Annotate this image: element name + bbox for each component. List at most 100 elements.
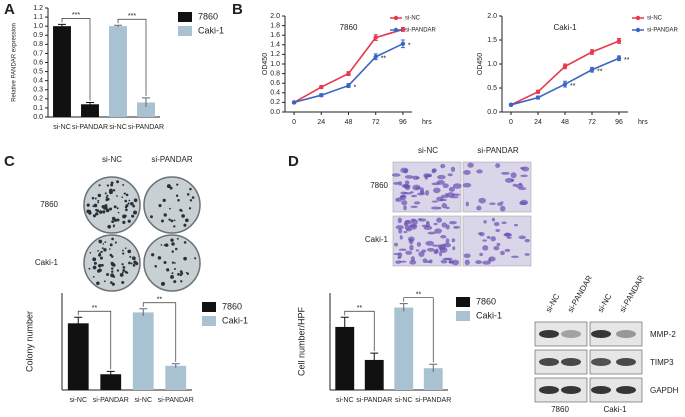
cell bbox=[393, 181, 400, 185]
colony-dot bbox=[191, 196, 195, 199]
cell bbox=[432, 244, 440, 247]
y-tick-label: 0.6 bbox=[33, 59, 43, 66]
cell bbox=[504, 232, 511, 237]
marker bbox=[508, 102, 514, 108]
bar bbox=[100, 374, 122, 390]
cell bbox=[407, 236, 415, 242]
significance-label: ** bbox=[570, 83, 576, 90]
y-tick-label: 1.1 bbox=[33, 14, 43, 21]
bar bbox=[132, 312, 154, 390]
colony-dot bbox=[110, 181, 114, 185]
x-tick-label: si-NC bbox=[395, 397, 413, 404]
colony-dot bbox=[183, 256, 187, 261]
marker bbox=[562, 64, 568, 69]
y-tick-label: 1.8 bbox=[270, 22, 280, 29]
colony-dot bbox=[116, 207, 119, 210]
colony-dot bbox=[116, 180, 120, 184]
cell bbox=[501, 221, 507, 225]
cell bbox=[452, 183, 462, 189]
cell bbox=[489, 202, 496, 206]
y-tick-label: 0.0 bbox=[270, 109, 280, 116]
cell bbox=[495, 228, 500, 233]
cell bbox=[425, 222, 430, 228]
cell bbox=[436, 196, 444, 202]
significance-label: *** bbox=[128, 13, 136, 20]
cell bbox=[416, 241, 421, 247]
cell bbox=[441, 203, 448, 209]
colony-dot bbox=[109, 188, 113, 193]
colony-dot bbox=[135, 262, 139, 266]
colony-dot bbox=[92, 265, 97, 270]
error-bar bbox=[74, 316, 83, 330]
marker bbox=[373, 54, 378, 59]
colony-dot bbox=[112, 189, 116, 192]
cell bbox=[431, 168, 437, 174]
colony-dot bbox=[186, 272, 190, 275]
cell bbox=[463, 170, 471, 176]
column-label: si-NC bbox=[544, 292, 562, 314]
colony-dot bbox=[111, 216, 116, 221]
colony-dot bbox=[131, 256, 136, 261]
colony-dot bbox=[174, 247, 178, 251]
cell bbox=[450, 166, 456, 172]
error-bar bbox=[370, 352, 379, 367]
y-tick-label: 0.1 bbox=[33, 105, 43, 112]
colony-dot bbox=[98, 210, 103, 214]
colony-dot bbox=[116, 195, 118, 197]
y-tick-label: 0.5 bbox=[33, 68, 43, 75]
colony-dot bbox=[110, 183, 114, 187]
blot-band bbox=[616, 330, 636, 338]
x-tick-label: 96 bbox=[399, 119, 407, 126]
colony-dot bbox=[170, 275, 174, 279]
colony-dot bbox=[109, 243, 113, 247]
cell bbox=[436, 217, 443, 223]
colony-dot bbox=[177, 273, 180, 276]
cell bbox=[440, 259, 448, 264]
cell bbox=[395, 197, 399, 202]
colony-dot bbox=[116, 269, 120, 272]
colony-dot bbox=[189, 187, 192, 191]
y-axis-label: OD450 bbox=[262, 53, 269, 75]
cell bbox=[500, 250, 505, 256]
colony-dot bbox=[104, 192, 107, 195]
colony-image: si-NC si-PANDAR 7860 Caki-1 bbox=[35, 155, 201, 292]
x-tick-label: 72 bbox=[588, 119, 596, 126]
cell bbox=[401, 200, 408, 206]
cell bbox=[443, 243, 451, 248]
cell bbox=[445, 206, 450, 210]
cell bbox=[447, 173, 453, 177]
row-label: Caki-1 bbox=[35, 258, 59, 267]
colony-dot bbox=[106, 194, 109, 197]
colony-dot bbox=[125, 204, 129, 208]
x-tick-label: 48 bbox=[561, 119, 569, 126]
colony-dot bbox=[128, 199, 131, 202]
bar bbox=[67, 323, 89, 390]
panel-label: C bbox=[4, 153, 15, 170]
colony-dot bbox=[95, 212, 99, 216]
colony-dot bbox=[131, 202, 134, 205]
cell bbox=[482, 260, 491, 265]
colony-dot bbox=[98, 264, 102, 268]
cell bbox=[421, 249, 427, 253]
colony-dot bbox=[173, 225, 176, 228]
row-label: MMP-2 bbox=[650, 330, 676, 339]
colony-dot bbox=[102, 243, 105, 245]
colony-dot bbox=[89, 251, 92, 254]
blot-band bbox=[591, 386, 611, 394]
x-tick-label: 0 bbox=[292, 119, 296, 126]
error-bar bbox=[429, 363, 438, 373]
colony-dot bbox=[194, 257, 197, 260]
y-tick-label: 0.2 bbox=[33, 96, 43, 103]
cell bbox=[393, 252, 401, 256]
cell bbox=[445, 238, 450, 244]
error-bar bbox=[58, 23, 66, 28]
cell bbox=[412, 175, 420, 180]
colony-dot bbox=[127, 249, 132, 254]
colony-dot bbox=[186, 193, 190, 196]
line bbox=[510, 40, 620, 106]
significance-label: *** bbox=[72, 12, 80, 19]
cell bbox=[441, 222, 447, 228]
colony-dot bbox=[170, 219, 174, 223]
blot-band bbox=[591, 358, 611, 366]
bar bbox=[81, 104, 99, 117]
